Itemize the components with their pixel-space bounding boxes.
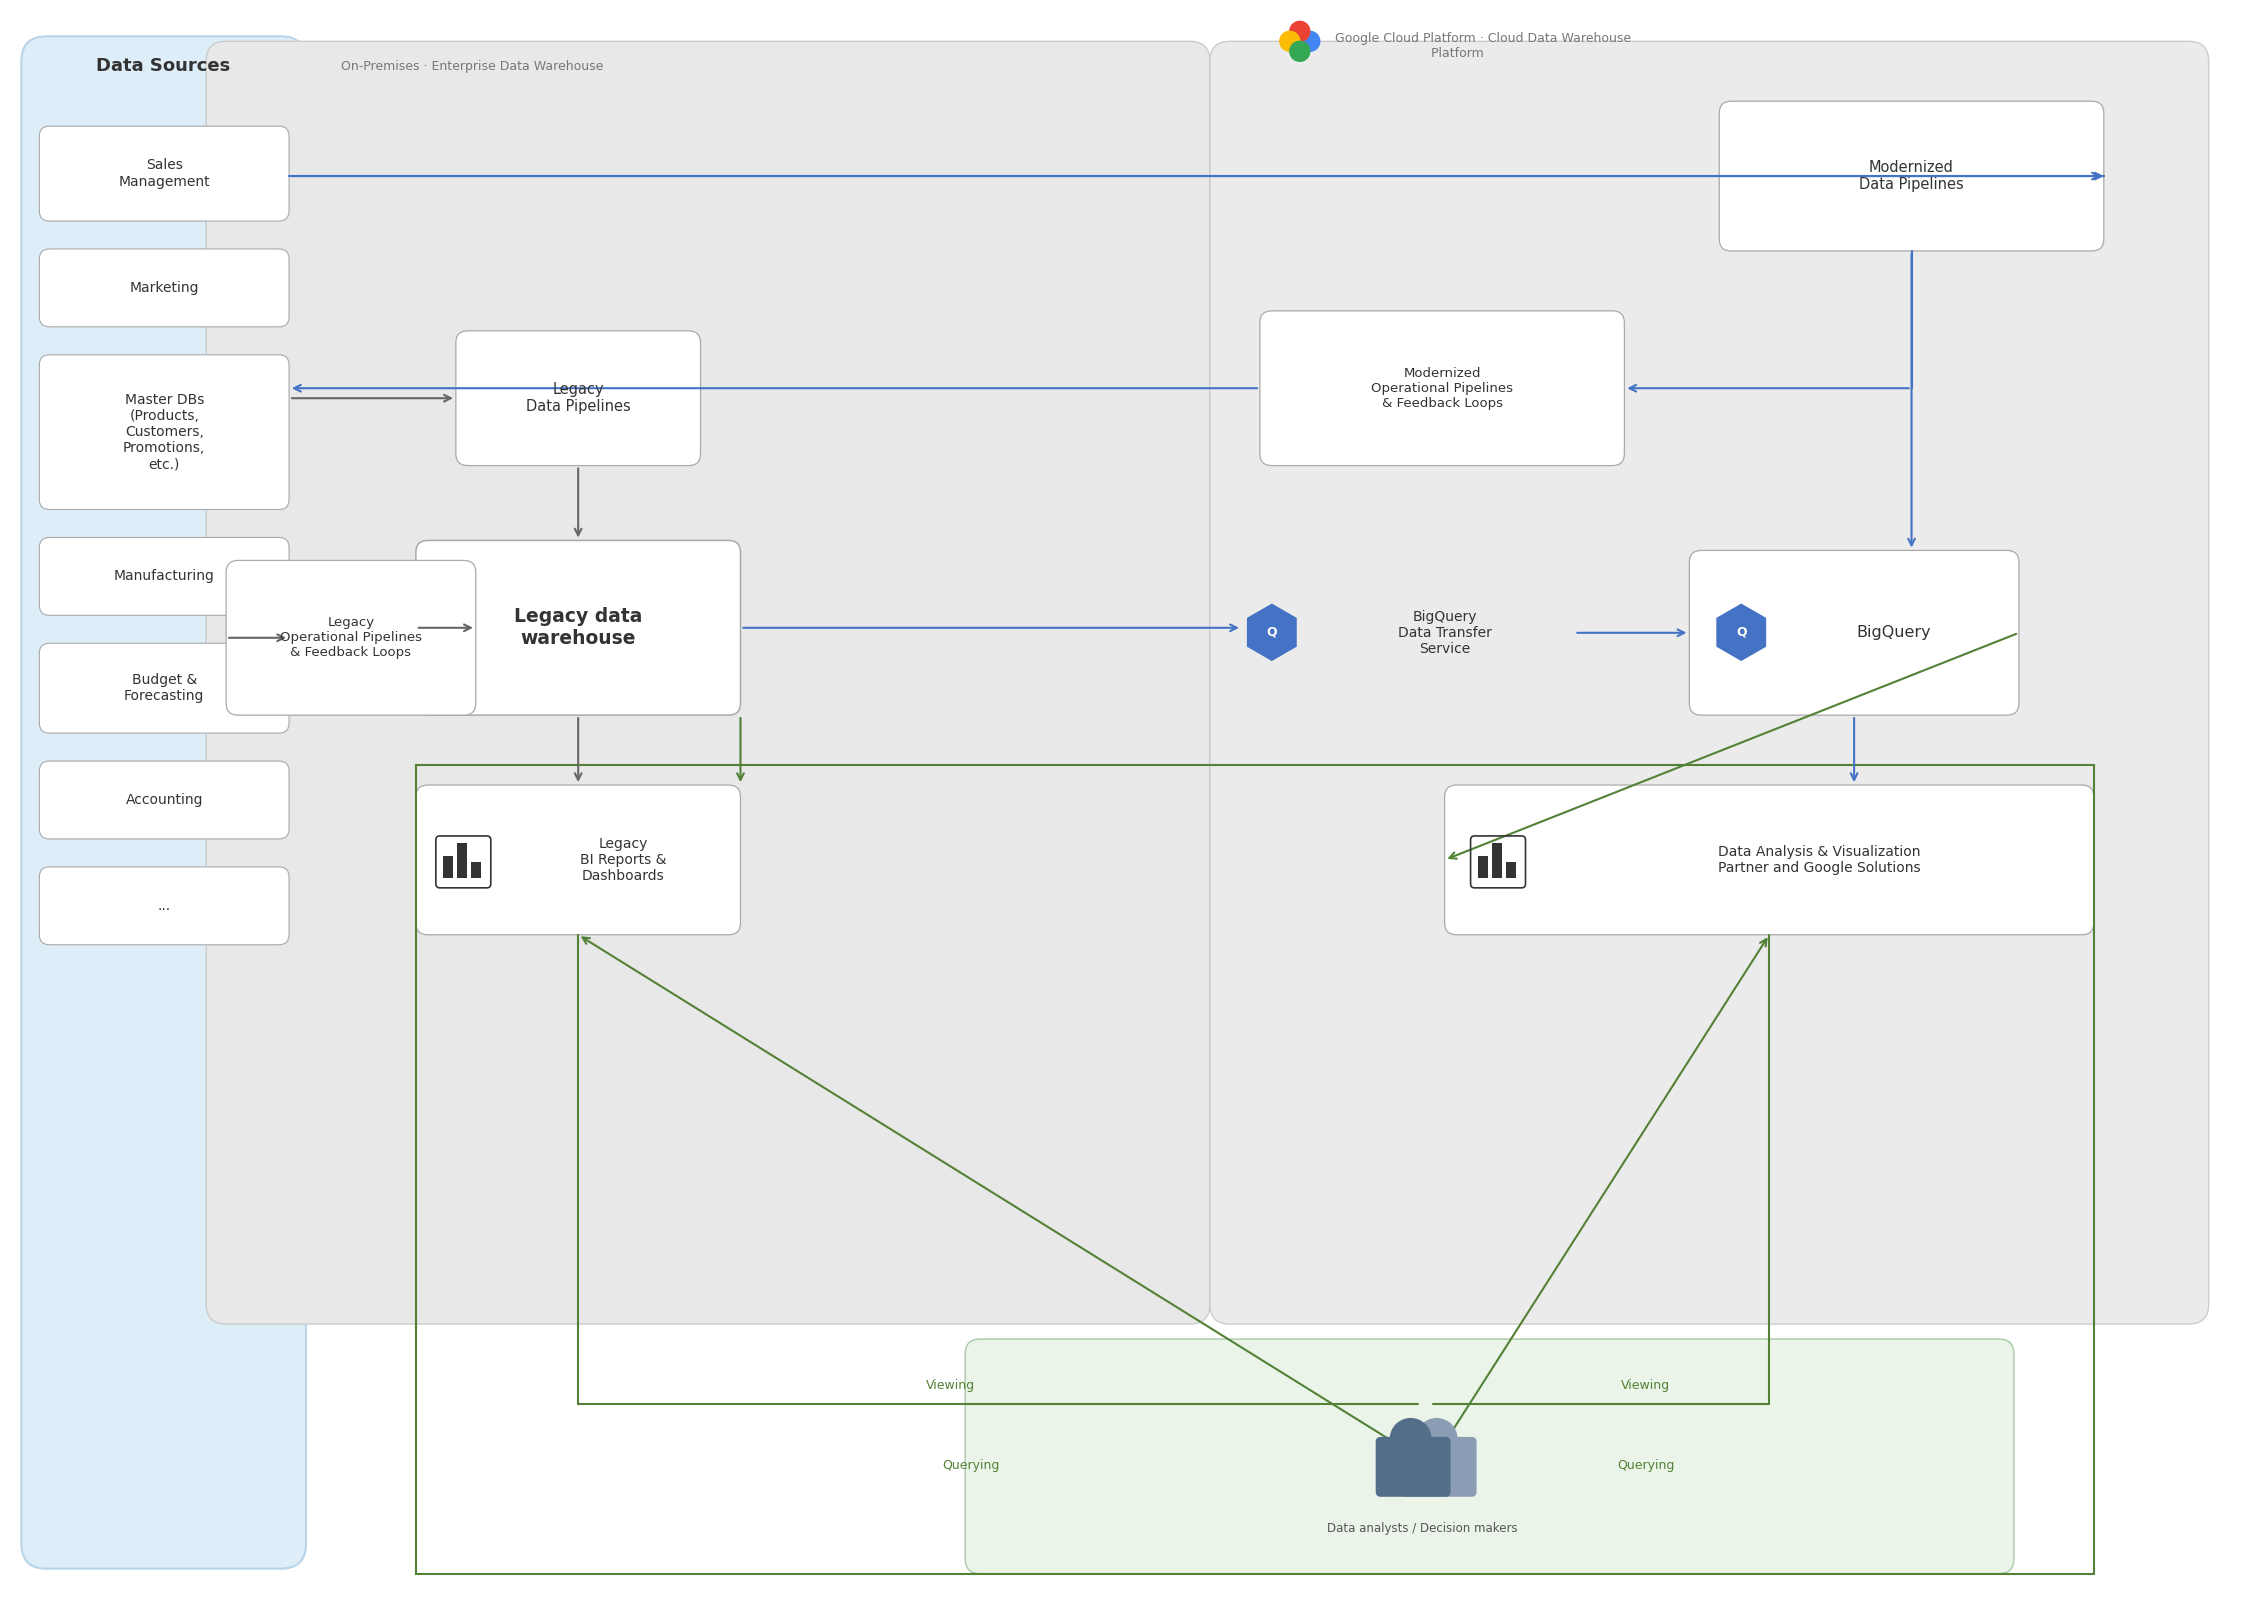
FancyBboxPatch shape xyxy=(1260,310,1624,466)
Bar xyxy=(1477,856,1488,878)
Circle shape xyxy=(1416,1418,1457,1459)
Text: Sales
Management: Sales Management xyxy=(118,158,210,189)
Bar xyxy=(457,843,466,878)
FancyBboxPatch shape xyxy=(457,331,701,466)
FancyBboxPatch shape xyxy=(1210,42,2208,1325)
Text: Budget &
Forecasting: Budget & Forecasting xyxy=(124,674,204,704)
FancyBboxPatch shape xyxy=(38,538,290,616)
FancyBboxPatch shape xyxy=(416,786,740,934)
Text: Legacy
BI Reports &
Dashboards: Legacy BI Reports & Dashboards xyxy=(579,837,667,883)
Text: Querying: Querying xyxy=(1617,1459,1674,1472)
FancyBboxPatch shape xyxy=(38,643,290,733)
Bar xyxy=(470,862,482,878)
Text: Q: Q xyxy=(1267,626,1278,638)
FancyBboxPatch shape xyxy=(38,126,290,221)
FancyBboxPatch shape xyxy=(1402,1437,1477,1496)
Circle shape xyxy=(1289,21,1310,42)
Text: BigQuery
Data Transfer
Service: BigQuery Data Transfer Service xyxy=(1398,610,1491,656)
Bar xyxy=(1491,843,1502,878)
Text: Data Sources: Data Sources xyxy=(95,58,231,75)
FancyBboxPatch shape xyxy=(38,355,290,509)
FancyBboxPatch shape xyxy=(38,250,290,326)
FancyBboxPatch shape xyxy=(966,1339,2013,1574)
Circle shape xyxy=(1389,1418,1432,1459)
Text: Marketing: Marketing xyxy=(129,282,199,294)
Polygon shape xyxy=(1717,605,1764,661)
Text: Data Analysis & Visualization
Partner and Google Solutions: Data Analysis & Visualization Partner an… xyxy=(1717,845,1920,875)
Circle shape xyxy=(1289,42,1310,61)
Text: Modernized
Operational Pipelines
& Feedback Loops: Modernized Operational Pipelines & Feedb… xyxy=(1371,366,1513,410)
FancyBboxPatch shape xyxy=(416,541,740,715)
Text: Legacy data
warehouse: Legacy data warehouse xyxy=(513,608,642,648)
Circle shape xyxy=(1280,32,1301,51)
Text: Q: Q xyxy=(1735,626,1746,638)
Text: Manufacturing: Manufacturing xyxy=(113,570,215,584)
Text: Querying: Querying xyxy=(941,1459,1000,1472)
Polygon shape xyxy=(1249,605,1296,661)
Text: Google Cloud Platform · Cloud Data Warehouse
                        Platform: Google Cloud Platform · Cloud Data Wareh… xyxy=(1335,32,1631,61)
Text: On-Premises · Enterprise Data Warehouse: On-Premises · Enterprise Data Warehouse xyxy=(342,59,604,72)
Text: Modernized
Data Pipelines: Modernized Data Pipelines xyxy=(1859,160,1963,192)
FancyBboxPatch shape xyxy=(206,42,1210,1325)
Text: Legacy
Data Pipelines: Legacy Data Pipelines xyxy=(525,382,631,414)
Text: Accounting: Accounting xyxy=(124,794,204,806)
FancyBboxPatch shape xyxy=(1690,550,2020,715)
Bar xyxy=(443,856,452,878)
Text: Legacy
Operational Pipelines
& Feedback Loops: Legacy Operational Pipelines & Feedback … xyxy=(280,616,423,659)
Text: Viewing: Viewing xyxy=(925,1379,975,1392)
Text: Data analysts / Decision makers: Data analysts / Decision makers xyxy=(1328,1522,1518,1536)
FancyBboxPatch shape xyxy=(1445,786,2095,934)
Text: Master DBs
(Products,
Customers,
Promotions,
etc.): Master DBs (Products, Customers, Promoti… xyxy=(122,392,206,472)
FancyBboxPatch shape xyxy=(38,867,290,944)
FancyBboxPatch shape xyxy=(226,560,475,715)
FancyBboxPatch shape xyxy=(38,762,290,838)
Circle shape xyxy=(1301,32,1319,51)
Text: ...: ... xyxy=(158,899,170,914)
Text: BigQuery: BigQuery xyxy=(1857,626,1932,640)
Bar xyxy=(1506,862,1516,878)
FancyBboxPatch shape xyxy=(1375,1437,1450,1496)
FancyBboxPatch shape xyxy=(1719,101,2104,251)
FancyBboxPatch shape xyxy=(20,37,305,1568)
Text: Viewing: Viewing xyxy=(1622,1379,1669,1392)
